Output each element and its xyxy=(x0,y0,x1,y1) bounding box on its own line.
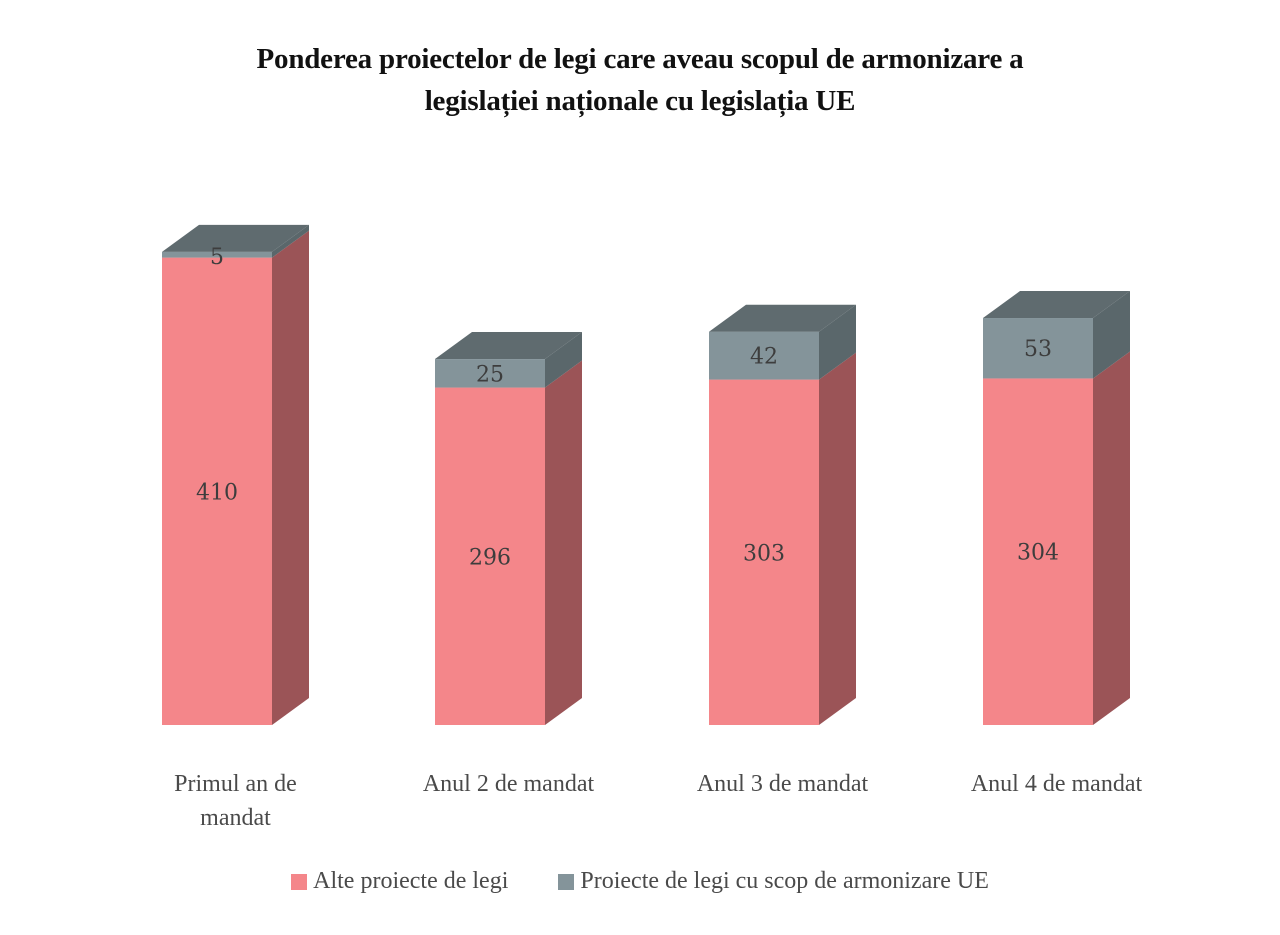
data-label-alte-proiecte: 304 xyxy=(1017,541,1059,566)
legend-label-armonizare-ue: Proiecte de legi cu scop de armonizare U… xyxy=(580,868,989,894)
legend-swatch-armonizare-ue xyxy=(558,873,575,890)
category-label: Primul an de xyxy=(174,771,297,797)
bar-top-face xyxy=(709,304,856,332)
chart-title-line-1: Ponderea proiectelor de legi care aveau … xyxy=(256,43,1024,75)
bar-top-face xyxy=(983,291,1130,319)
category-label: Anul 3 de mandat xyxy=(697,771,869,797)
bar-alte-proiecte-side xyxy=(272,230,309,725)
bar-alte-proiecte-front xyxy=(435,387,545,725)
bar-alte-proiecte-front xyxy=(983,378,1093,725)
legend-swatch-alte-proiecte xyxy=(291,873,308,890)
bar-armonizare-ue-front xyxy=(435,359,545,388)
bar-armonizare-ue-side xyxy=(819,304,856,380)
data-label-alte-proiecte: 296 xyxy=(469,545,511,570)
bar-top-face xyxy=(162,224,309,252)
bar-alte-proiecte-side xyxy=(1093,351,1130,725)
bar-armonizare-ue-front xyxy=(162,251,272,258)
legend-item-alte-proiecte: Alte proiecte de legi xyxy=(291,868,508,895)
chart-title-line-2: legislației naționale cu legislația UE xyxy=(424,85,856,117)
bar-armonizare-ue-front xyxy=(983,318,1093,379)
bar-alte-proiecte-front xyxy=(709,379,819,725)
bar-top-face xyxy=(435,332,582,360)
category-label: Anul 2 de mandat xyxy=(423,771,595,797)
data-label-armonizare-ue: 5 xyxy=(210,245,224,270)
data-label-alte-proiecte: 410 xyxy=(196,480,238,505)
bar-armonizare-ue-side xyxy=(545,332,582,388)
category-label: mandat xyxy=(200,805,271,831)
chart-legend: Alte proiecte de legi Proiecte de legi c… xyxy=(0,868,1280,895)
bar-armonizare-ue-side xyxy=(272,224,309,258)
data-label-alte-proiecte: 303 xyxy=(743,541,785,566)
data-label-armonizare-ue: 53 xyxy=(1024,337,1052,362)
bar-alte-proiecte-side xyxy=(545,360,582,725)
data-label-armonizare-ue: 42 xyxy=(750,345,778,370)
category-label: Anul 4 de mandat xyxy=(971,771,1143,797)
data-label-armonizare-ue: 25 xyxy=(476,362,504,387)
bar-armonizare-ue-front xyxy=(709,331,819,380)
bar-armonizare-ue-side xyxy=(1093,291,1130,379)
legend-label-alte-proiecte: Alte proiecte de legi xyxy=(313,868,509,894)
bar-alte-proiecte-side xyxy=(819,352,856,725)
chart-title: Ponderea proiectelor de legi care aveau … xyxy=(0,38,1280,122)
bar-alte-proiecte-front xyxy=(162,257,272,725)
legend-item-armonizare-ue: Proiecte de legi cu scop de armonizare U… xyxy=(558,868,989,895)
